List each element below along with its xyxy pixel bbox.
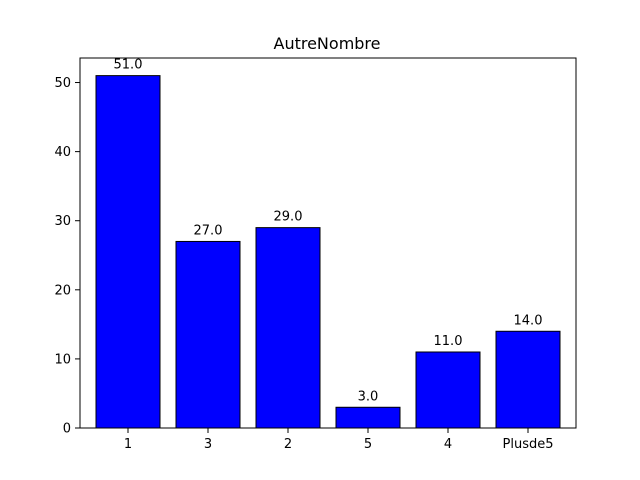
x-tick-label: 5 (364, 437, 372, 452)
bar (495, 330, 561, 429)
x-tick-label: 1 (124, 437, 132, 452)
bar-value-label: 3.0 (358, 389, 379, 404)
bar-value-label: 14.0 (514, 313, 543, 328)
chart-title: AutreNombre (274, 34, 381, 53)
y-tick-label: 10 (54, 352, 71, 367)
bar-value-label: 51.0 (114, 58, 143, 73)
bar (415, 351, 481, 429)
bar-value-labels: 51.0 27.0 29.0 3.0 11.0 14.0 (114, 58, 543, 405)
bar-series (95, 75, 561, 429)
x-tick-label: 3 (204, 437, 212, 452)
bar-value-label: 11.0 (434, 334, 463, 349)
bar (335, 406, 401, 429)
bar-value-label: 29.0 (274, 210, 303, 225)
y-axis-ticks: 0 10 20 30 40 50 (54, 76, 80, 437)
y-tick-label: 40 (54, 145, 71, 160)
bar-value-label: 27.0 (194, 223, 223, 238)
x-tick-label: 2 (284, 437, 292, 452)
x-tick-label: Plusde5 (503, 437, 554, 452)
x-tick-label: 4 (444, 437, 452, 452)
plot-area-frame (79, 57, 577, 429)
bar (95, 75, 161, 429)
y-tick-label: 50 (54, 76, 71, 91)
bar (255, 227, 321, 429)
y-tick-label: 30 (54, 214, 71, 229)
y-tick-label: 0 (63, 422, 71, 437)
x-axis-ticks: 1 3 2 5 4 Plusde5 (124, 428, 554, 452)
y-tick-label: 20 (54, 283, 71, 298)
bar (175, 240, 241, 429)
